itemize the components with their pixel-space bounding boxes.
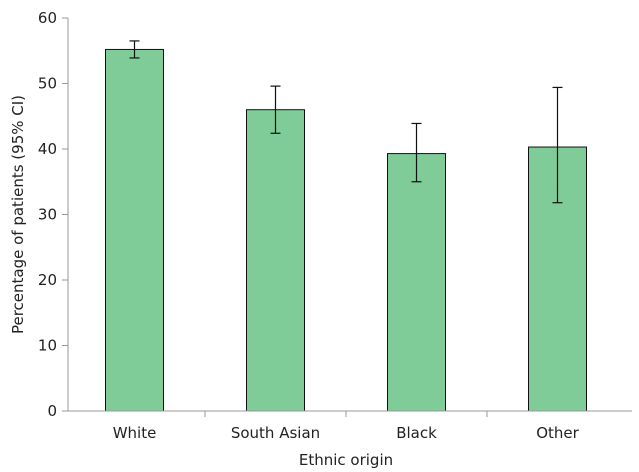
error-bar (411, 122, 422, 183)
bar-south-asian (246, 109, 305, 412)
error-bars-group (129, 40, 563, 204)
error-bar (129, 40, 140, 59)
y-tick-label: 20 (38, 271, 57, 289)
y-tick-label: 60 (38, 9, 57, 27)
bar-black (387, 153, 446, 412)
x-axis-label: Ethnic origin (299, 451, 393, 469)
bars-group (105, 48, 587, 412)
x-axis-ticks: White South Asian Black Other (113, 411, 580, 442)
x-tick-label: South Asian (231, 424, 320, 442)
y-tick-label: 10 (38, 337, 57, 355)
x-tick-label: Other (536, 424, 579, 442)
y-tick-label: 50 (38, 75, 57, 93)
y-axis-ticks: 0 10 20 30 40 50 60 (38, 9, 68, 420)
error-bar (270, 85, 281, 134)
bar-white (105, 48, 164, 412)
axes-frame (67, 18, 632, 412)
x-tick-label: Black (396, 424, 437, 442)
error-bar (552, 86, 563, 204)
y-axis-label: Percentage of patients (95% CI) (9, 95, 27, 334)
y-tick-label: 30 (38, 206, 57, 224)
y-tick-label: 0 (47, 402, 57, 420)
x-tick-label: White (113, 424, 157, 442)
y-tick-label: 40 (38, 140, 57, 158)
